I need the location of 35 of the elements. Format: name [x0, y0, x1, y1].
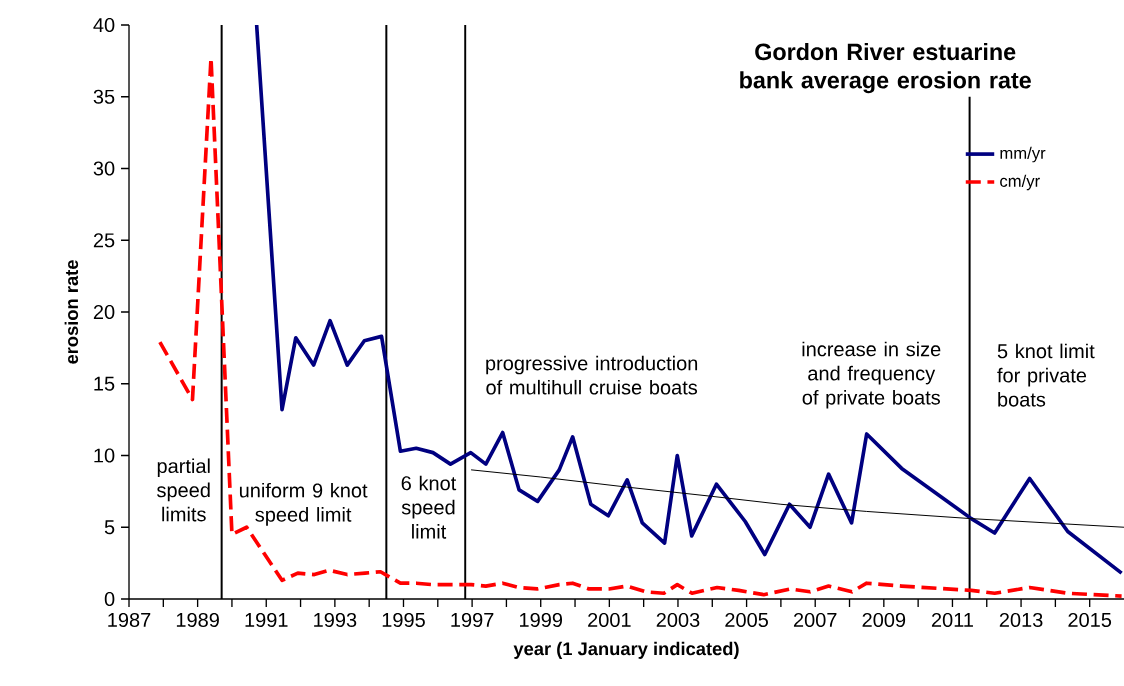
x-tick-label: 2009 [862, 612, 906, 628]
annotation: increase in size and frequency of private boats [802, 341, 941, 409]
x-tick-label: 1993 [314, 612, 357, 628]
annotation: uniform 9 knot speed limit [239, 482, 368, 526]
x-axis-title: year (1 January indicated) [513, 641, 739, 659]
y-tick-label: 0 [104, 591, 115, 607]
x-tick-label: 2005 [725, 612, 768, 628]
x-tick-label: 2001 [588, 612, 631, 628]
x-tick-label: 1991 [245, 612, 288, 628]
x-tick-label: 1997 [451, 612, 494, 628]
x-tick-label: 2007 [793, 612, 837, 628]
annotation: 6 knot speed limit [401, 475, 457, 539]
x-tick-label: 1995 [382, 612, 425, 628]
y-tick-label: 20 [93, 304, 115, 320]
x-tick-label: 1987 [108, 612, 151, 628]
legend-label: mm/yr [1000, 146, 1046, 163]
y-tick-label: 40 [93, 17, 115, 33]
annotation: progressive introduction of multihull cruise boats [486, 355, 698, 395]
y-tick-label: 30 [93, 161, 115, 176]
y-tick-label: 35 [93, 89, 115, 104]
y-tick-label: 25 [93, 233, 115, 248]
annotation: partial speed limits [157, 458, 210, 522]
legend-label: cm/yr [1000, 174, 1040, 191]
x-tick-label: 2015 [1068, 612, 1112, 628]
x-tick-label: 2011 [931, 612, 973, 628]
x-tick-label: 2013 [999, 612, 1043, 628]
text: Gordon River estuarine bank average erosion rate [740, 43, 1031, 94]
x-tick-label: 1989 [176, 612, 219, 628]
y-tick-label: 15 [94, 376, 115, 391]
y-tick-label: 10 [94, 448, 115, 463]
annotation: 5 knot limit for private boats [997, 343, 1095, 407]
x-tick-label: 2003 [656, 612, 700, 628]
x-tick-label: 1999 [520, 612, 563, 628]
y-axis-title: erosion rate [64, 260, 79, 364]
y-tick-label: 5 [104, 520, 115, 535]
